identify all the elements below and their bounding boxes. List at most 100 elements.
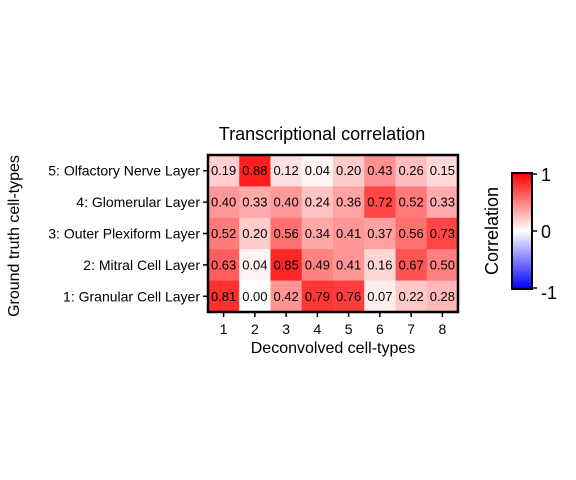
heatmap-cell-label: 0.33 (242, 195, 267, 210)
heatmap-cell-label: 0.50 (430, 257, 455, 272)
heatmap-cell (395, 249, 428, 281)
colorbar-label: Correlation (482, 187, 502, 275)
heatmap-cell (270, 249, 303, 281)
heatmap-cell-label: 0.22 (398, 289, 423, 304)
heatmap-cell (270, 280, 303, 313)
heatmap-cell (364, 155, 396, 187)
y-axis-tick-label: 4: Glomerular Layer (76, 194, 200, 210)
heatmap-cell-label: 0.40 (273, 195, 298, 210)
heatmap-cell-label: 0.28 (430, 289, 455, 304)
heatmap-cell (395, 186, 428, 219)
heatmap-cell (239, 186, 271, 219)
heatmap-cell (301, 155, 334, 187)
heatmap-cell (239, 249, 271, 281)
heatmap-cell-label: 0.07 (367, 289, 392, 304)
heatmap-cell-label: 0.41 (336, 257, 361, 272)
heatmap-cell (333, 217, 365, 250)
heatmap-cell (333, 280, 365, 313)
heatmap-cell-label: 0.26 (398, 163, 423, 178)
x-axis-tick-label: 8 (438, 321, 446, 337)
colorbar-gradient (511, 172, 533, 290)
x-axis-tick-label: 6 (376, 321, 384, 337)
heatmap-cell-label: 0.88 (242, 163, 267, 178)
chart-title: Transcriptional correlation (219, 124, 425, 144)
x-axis-tick-label: 5 (345, 321, 353, 337)
x-axis-label: Deconvolved cell-types (251, 340, 416, 357)
heatmap-cell (364, 280, 396, 313)
heatmap-cell-label: 0.72 (367, 195, 392, 210)
heatmap-cell-label: 0.52 (211, 226, 236, 241)
heatmap-cell-label: 0.56 (398, 226, 423, 241)
heatmap-cell (333, 249, 365, 281)
x-axis-ticks: 1 2 3 4 5 6 7 8 (220, 312, 446, 337)
heatmap-cell-label: 0.63 (211, 257, 236, 272)
heatmap-cell-label: 0.24 (305, 195, 330, 210)
heatmap-cell-label: 0.04 (305, 163, 330, 178)
x-axis-tick-label: 1 (220, 321, 228, 337)
heatmap-cell (426, 280, 459, 313)
heatmap-cell (364, 249, 396, 281)
colorbar: 1 0 -1 Correlation (482, 165, 557, 303)
y-axis-tick-label: 2: Mitral Cell Layer (83, 257, 200, 273)
heatmap-cell-label: 0.76 (336, 289, 361, 304)
heatmap-cell (270, 155, 303, 187)
heatmap-cell-label: 0.00 (242, 289, 267, 304)
heatmap-cell-label: 0.40 (211, 195, 236, 210)
heatmap-cell (301, 186, 334, 219)
heatmap-cell-label: 0.52 (398, 195, 423, 210)
colorbar-tick-label-mid: 0 (541, 222, 551, 242)
heatmap-cell-label: 0.67 (398, 257, 423, 272)
heatmap-cell-label: 0.33 (430, 195, 455, 210)
heatmap-cell (426, 155, 459, 187)
heatmap-cell (239, 217, 271, 250)
heatmap-cell (426, 249, 459, 281)
heatmap-cell (208, 186, 240, 219)
colorbar-tick-label-low: -1 (541, 283, 557, 303)
heatmap-cell (208, 217, 240, 250)
x-axis-tick-label: 3 (282, 321, 290, 337)
heatmap-cell-label: 0.73 (430, 226, 455, 241)
heatmap-cell-labels: 0.19 0.88 0.12 0.04 0.20 0.43 0.26 0.15 0.40 0.33… (211, 163, 455, 304)
colorbar-tick-label-high: 1 (541, 165, 551, 185)
heatmap-cell (395, 217, 428, 250)
heatmap-cell-label: 0.41 (336, 226, 361, 241)
heatmap-cell-label: 0.20 (336, 163, 361, 178)
heatmap-cell (239, 155, 271, 187)
heatmap-cell (270, 186, 303, 219)
heatmap-cell-label: 0.04 (242, 257, 267, 272)
heatmap-cell (208, 155, 240, 187)
heatmap-cell (333, 155, 365, 187)
heatmap-cell-label: 0.34 (305, 226, 330, 241)
heatmap-cell (395, 280, 428, 313)
x-axis-tick-label: 7 (407, 321, 415, 337)
y-axis-ticks: 5: Olfactory Nerve Layer 4: Glomerular La… (48, 163, 208, 304)
heatmap-cell (270, 217, 303, 250)
heatmap-cell (239, 280, 271, 313)
heatmap-cell-label: 0.19 (211, 163, 236, 178)
x-axis-tick-label: 4 (313, 321, 321, 337)
heatmap-cell (333, 186, 365, 219)
heatmap-cell-label: 0.56 (273, 226, 298, 241)
heatmap-cells (208, 155, 459, 313)
heatmap-cell (208, 280, 240, 313)
x-axis-tick-label: 2 (251, 321, 259, 337)
heatmap-cell (301, 249, 334, 281)
heatmap-cell-label: 0.42 (273, 289, 298, 304)
heatmap-cell-label: 0.49 (305, 257, 330, 272)
y-axis-tick-label: 5: Olfactory Nerve Layer (48, 163, 200, 179)
heatmap-cell-label: 0.81 (211, 289, 236, 304)
heatmap-cell (208, 249, 240, 281)
heatmap-cell-label: 0.16 (367, 257, 392, 272)
heatmap-cell-label: 0.12 (273, 163, 298, 178)
y-axis-tick-label: 3: Outer Plexiform Layer (48, 226, 200, 242)
y-axis-tick-label: 1: Granular Cell Layer (63, 288, 200, 304)
y-axis-label: Ground truth cell-types (6, 155, 23, 317)
heatmap-cell (395, 155, 428, 187)
heatmap-cell-label: 0.15 (430, 163, 455, 178)
heatmap-cell-label: 0.37 (367, 226, 392, 241)
heatmap-cell (301, 280, 334, 313)
heatmap-cell-label: 0.79 (305, 289, 330, 304)
heatmap-cell-label: 0.36 (336, 195, 361, 210)
heatmap-cell (301, 217, 334, 250)
